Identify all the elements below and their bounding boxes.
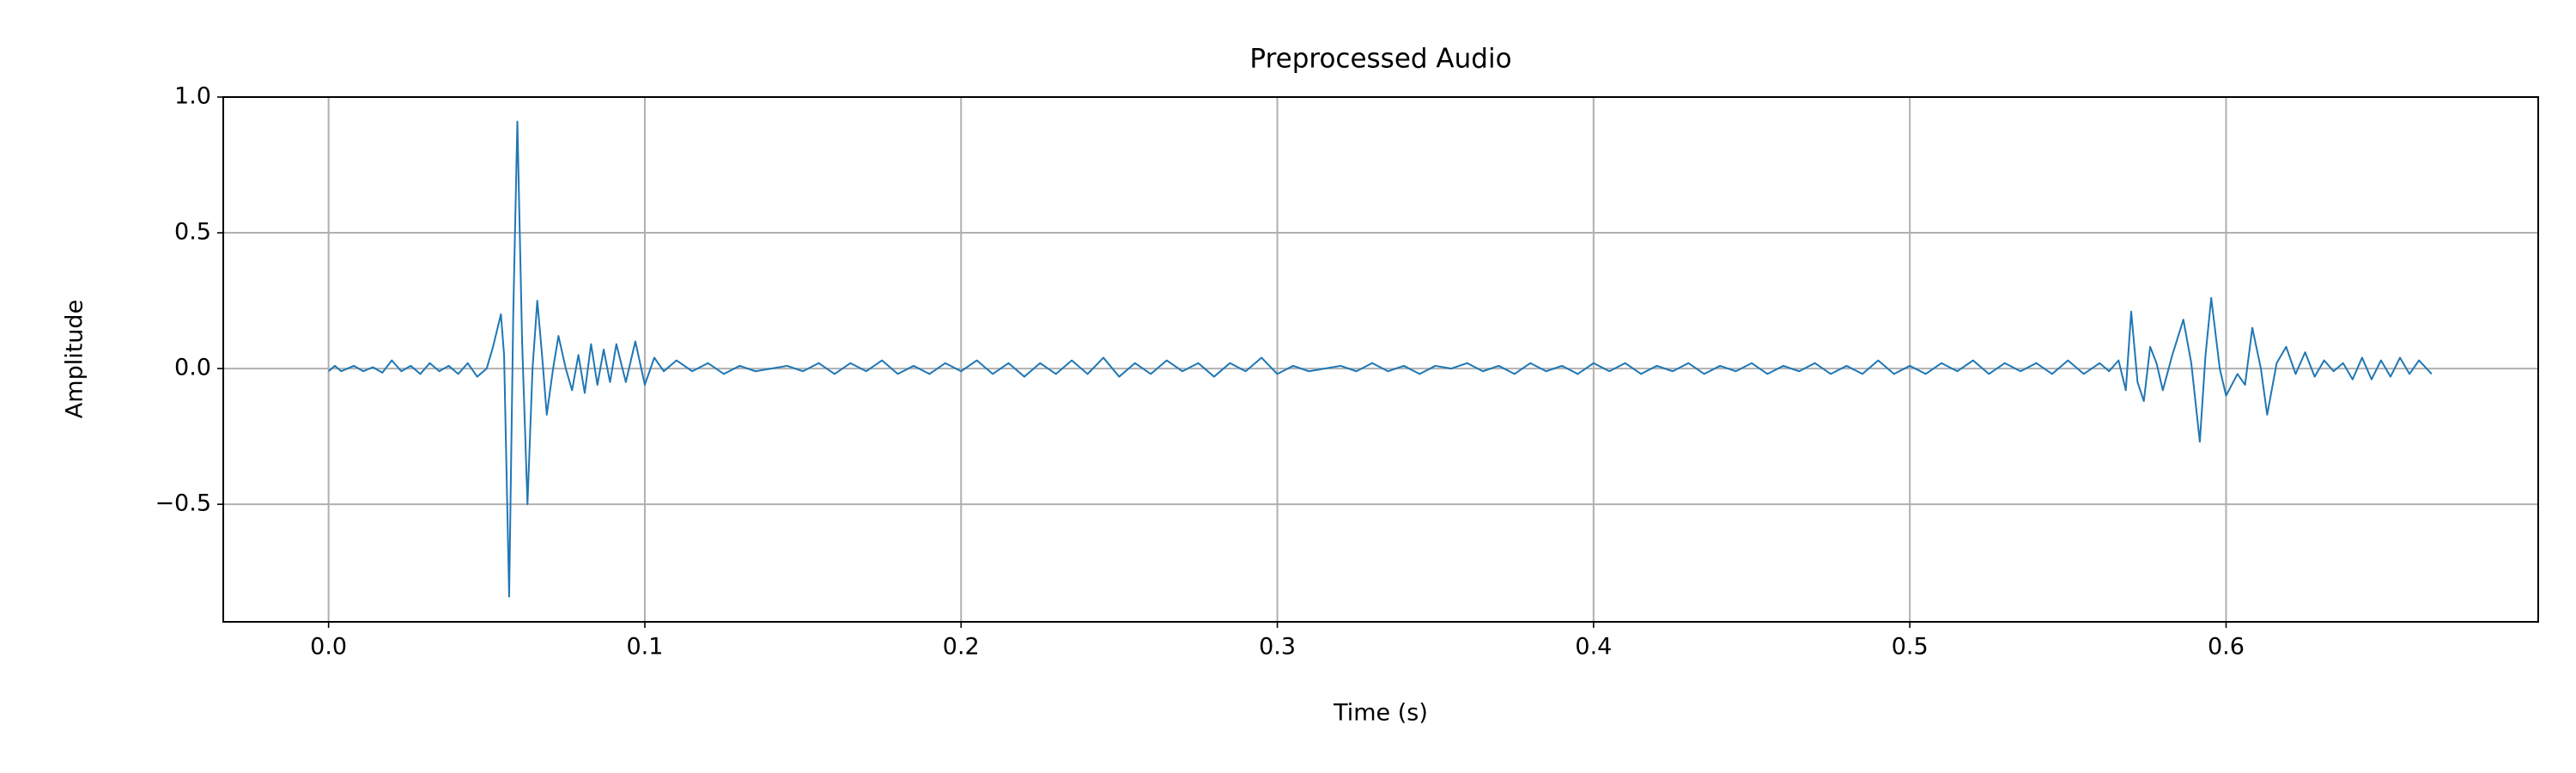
x-tick-label: 0.4 — [1575, 634, 1612, 660]
plot-frame — [222, 96, 2539, 623]
x-tick-label: 0.0 — [310, 634, 347, 660]
x-tick-label: 0.2 — [943, 634, 980, 660]
y-tick-label: 0.0 — [174, 355, 211, 381]
y-axis-label: Amplitude — [62, 300, 88, 418]
waveform-line — [327, 120, 2433, 598]
y-tick-label: 1.0 — [174, 83, 211, 110]
chart-title: Preprocessed Audio — [1249, 44, 1511, 75]
x-tick-label: 0.1 — [626, 634, 663, 660]
x-tick-label: 0.3 — [1259, 634, 1296, 660]
y-tick-label: 0.5 — [174, 219, 211, 246]
x-tick-label: 0.5 — [1892, 634, 1929, 660]
x-tick-label: 0.6 — [2208, 634, 2245, 660]
y-tick-label: −0.5 — [155, 490, 211, 517]
x-axis-label: Time (s) — [1333, 700, 1428, 727]
